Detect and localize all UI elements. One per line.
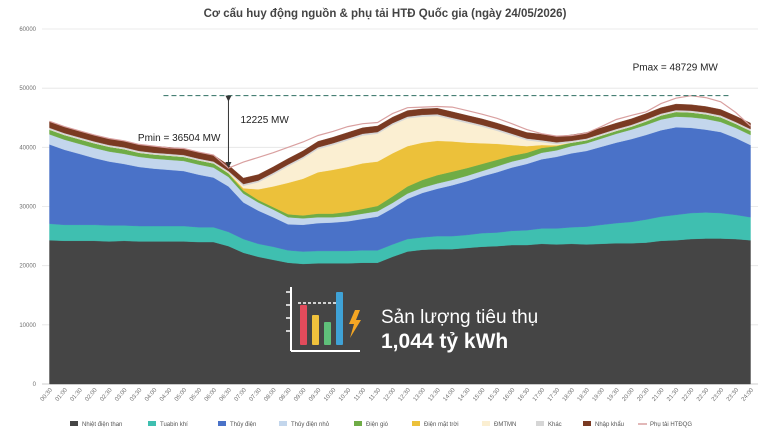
pmax-label: Pmax = 48729 MW (633, 63, 719, 74)
load-series-line (49, 95, 751, 169)
x-tick-label: 05:30 (189, 387, 204, 403)
x-tick-label: 14:00 (442, 387, 457, 403)
pmin-label: Pmin = 36504 MW (138, 133, 221, 144)
legend-swatch (412, 421, 420, 426)
y-tick-label: 10000 (19, 323, 36, 329)
x-tick-label: 10:00 (323, 387, 338, 403)
x-tick-label: 03:00 (114, 387, 129, 403)
x-tick-label: 04:30 (159, 387, 174, 403)
legend: Nhiệt điện than Tuabin khí Thủy điện Thủy đ… (70, 421, 692, 428)
load-line (49, 95, 751, 169)
annotations: Pmin = 36504 MW Pmax = 48729 MW 12225 MW (138, 63, 729, 169)
x-tick-label: 18:30 (577, 387, 592, 403)
x-tick-label: 19:00 (592, 387, 607, 403)
kpi-overlay: Sản lượng tiêu thụ 1,044 tỷ kWh (286, 287, 538, 353)
legend-label: Nhập khẩu (595, 421, 624, 428)
y-tick-label: 20000 (19, 264, 36, 270)
x-tick-label: 07:30 (249, 387, 264, 403)
legend-label: Nhiệt điện than (82, 422, 122, 428)
legend-label: Phụ tải HTĐQG (650, 422, 692, 428)
y-tick-label: 40000 (19, 145, 36, 151)
legend-swatch (536, 421, 544, 426)
kpi-label: Sản lượng tiêu thụ (381, 307, 538, 328)
x-tick-label: 23:00 (711, 387, 726, 403)
x-tick-label: 20:00 (621, 387, 636, 403)
x-tick-label: 17:00 (532, 387, 547, 403)
x-tick-label: 17:30 (547, 387, 562, 403)
legend-swatch (279, 421, 287, 426)
legend-swatch (354, 421, 362, 426)
legend-swatch (148, 421, 156, 426)
x-tick-label: 07:00 (234, 387, 249, 403)
x-tick-label: 02:30 (99, 387, 114, 403)
x-tick-label: 06:30 (219, 387, 234, 403)
y-tick-label: 30000 (19, 205, 36, 211)
x-axis: 00:30 01:00 01:30 02:00 02:30 03:00 03:30 04:00… (40, 387, 756, 403)
x-tick-label: 08:30 (278, 387, 293, 403)
x-tick-label: 08:00 (263, 387, 278, 403)
x-tick-label: 22:30 (696, 387, 711, 403)
x-tick-label: 12:00 (383, 387, 398, 403)
x-tick-label: 19:30 (607, 387, 622, 403)
legend-swatch (70, 421, 78, 426)
legend-swatch (482, 421, 490, 426)
chart-title: Cơ cấu huy động nguồn & phụ tải HTĐ Quốc… (204, 8, 567, 20)
legend-label: Tuabin khí (160, 422, 188, 428)
x-tick-label: 15:30 (487, 387, 502, 403)
x-tick-label: 21:00 (651, 387, 666, 403)
x-tick-label: 14:30 (457, 387, 472, 403)
x-tick-label: 01:00 (55, 387, 70, 403)
legend-swatch (583, 421, 591, 426)
legend-label: Điện gió (366, 422, 389, 428)
bar-chart-icon (286, 287, 361, 352)
x-tick-label: 04:00 (144, 387, 159, 403)
x-tick-label: 09:00 (293, 387, 308, 403)
x-tick-label: 09:30 (308, 387, 323, 403)
legend-label: Thủy điện nhỏ (291, 421, 330, 428)
x-tick-label: 18:00 (562, 387, 577, 403)
y-tick-label: 60000 (19, 27, 36, 33)
x-tick-label: 11:30 (368, 387, 382, 403)
x-tick-label: 13:30 (428, 387, 443, 403)
x-tick-label: 21:30 (666, 387, 681, 403)
x-tick-label: 22:00 (681, 387, 696, 403)
areas (49, 103, 751, 385)
legend-label: ĐMTMN (494, 422, 516, 428)
x-tick-label: 16:30 (517, 387, 532, 403)
x-tick-label: 24:00 (741, 387, 756, 403)
x-tick-label: 05:00 (174, 387, 189, 403)
x-tick-label: 12:30 (398, 387, 413, 403)
x-tick-label: 23:30 (726, 387, 741, 403)
x-tick-label: 01:30 (70, 387, 85, 403)
legend-label: Điện mặt trời (424, 422, 459, 428)
x-tick-label: 11:00 (353, 387, 367, 403)
kpi-value: 1,044 tỷ kWh (381, 330, 508, 353)
x-tick-label: 00:30 (40, 387, 55, 403)
x-tick-label: 02:00 (84, 387, 99, 403)
difference-label: 12225 MW (240, 115, 289, 126)
x-tick-label: 13:00 (413, 387, 428, 403)
legend-label: Khác (548, 422, 562, 428)
x-tick-label: 06:00 (204, 387, 219, 403)
x-tick-label: 20:30 (636, 387, 651, 403)
x-tick-label: 15:00 (472, 387, 487, 403)
x-tick-label: 16:00 (502, 387, 517, 403)
y-tick-label: 0 (33, 382, 37, 388)
y-axis: 0 10000 20000 30000 40000 50000 60000 (19, 27, 36, 388)
x-tick-label: 03:30 (129, 387, 144, 403)
x-tick-label: 10:30 (338, 387, 353, 403)
y-tick-label: 50000 (19, 86, 36, 92)
legend-label: Thủy điện (230, 421, 256, 428)
legend-swatch (218, 421, 226, 426)
